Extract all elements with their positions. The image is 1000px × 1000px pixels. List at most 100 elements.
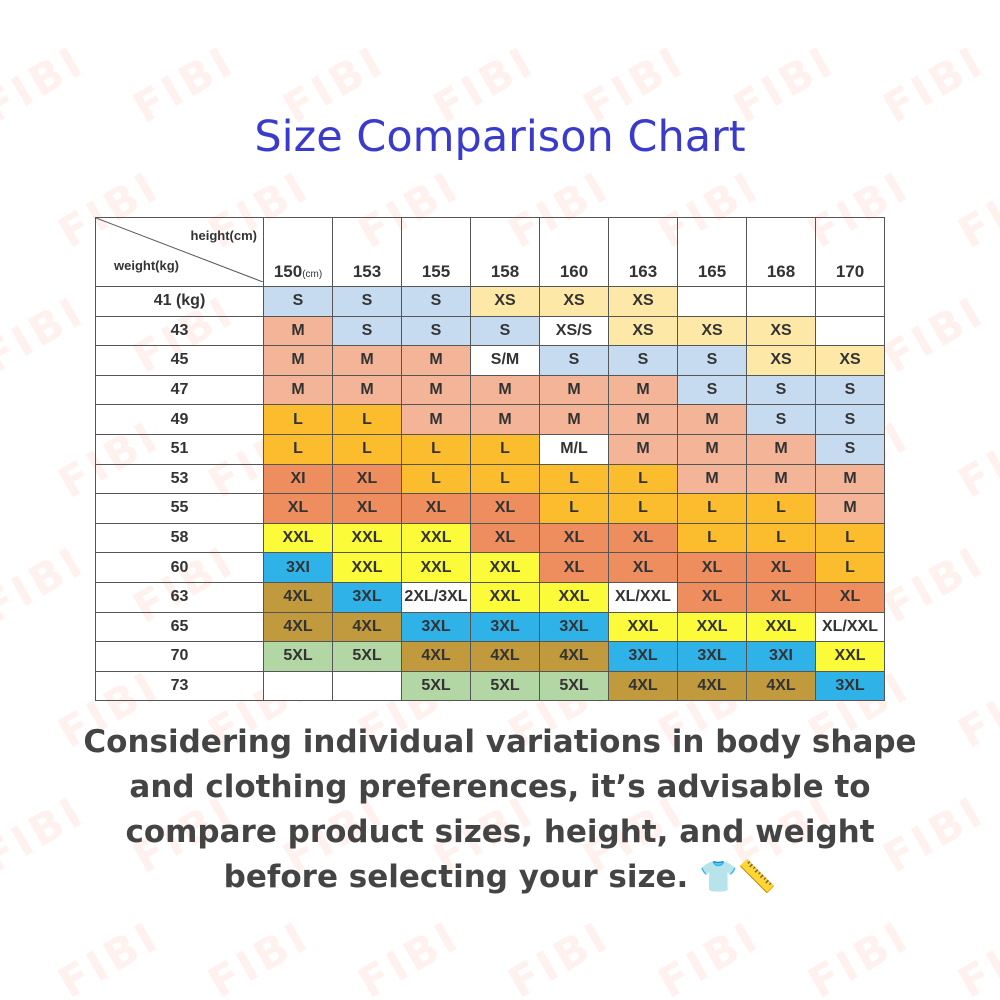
corner-top: height(cm)	[190, 228, 257, 243]
size-cell: M	[539, 404, 609, 435]
size-cell: L	[677, 522, 747, 554]
size-cell: M	[332, 345, 402, 376]
size-cell	[815, 286, 885, 317]
height-header: 160	[539, 217, 609, 287]
size-cell: XXL	[815, 641, 885, 672]
size-cell: XL	[470, 493, 540, 524]
note: Considering individual variations in bod…	[0, 720, 1000, 900]
size-row: 41 (kg) S S S XS XS XS	[95, 286, 885, 317]
watermark: FIBI	[649, 911, 768, 1000]
size-cell: S	[815, 433, 885, 465]
size-cell: L	[746, 493, 816, 524]
size-row: 73 5XL 5XL 5XL 4XL 4XL 4XL 3XL	[95, 670, 885, 702]
size-cell: XL	[815, 581, 885, 613]
height-header: 168	[746, 217, 816, 287]
size-cell: XS	[608, 315, 678, 347]
size-cell: S	[746, 404, 816, 435]
size-cell: 5XL	[332, 641, 402, 672]
size-cell: L	[746, 522, 816, 554]
size-cell: M/L	[539, 433, 609, 465]
size-cell: XL	[332, 463, 402, 495]
size-cell: XL	[539, 552, 609, 583]
watermark: FIBI	[949, 911, 1000, 1000]
size-cell: S	[332, 315, 402, 347]
size-cell: 5XL	[539, 670, 609, 702]
header-row: height(cm) weight(kg) 150(cm) 153 155 158 160 1…	[95, 217, 885, 287]
size-cell: 5XL	[401, 670, 471, 702]
height-unit: (cm)	[302, 269, 323, 280]
size-cell: M	[539, 374, 609, 406]
weight-label: 51	[95, 433, 264, 465]
size-cell: XL	[608, 552, 678, 583]
size-cell: 4XL	[470, 641, 540, 672]
note-line: before selecting your size. 👕📏	[223, 859, 777, 895]
watermark: FIBI	[874, 536, 993, 633]
height-value: 153	[352, 262, 382, 281]
size-cell: 3XL	[470, 611, 540, 643]
size-cell: 4XL	[677, 670, 747, 702]
size-cell: 4XL	[746, 670, 816, 702]
height-value: 158	[490, 262, 520, 281]
weight-label: 70	[95, 641, 264, 672]
size-cell: L	[539, 463, 609, 495]
size-cell: 3XI	[746, 641, 816, 672]
size-cell: XXL	[470, 581, 540, 613]
size-cell: M	[263, 315, 333, 347]
height-header: 158	[470, 217, 540, 287]
size-row: 53 XI XL L L L L M M M	[95, 463, 885, 495]
note-line: compare product sizes, height, and weigh…	[125, 814, 875, 850]
size-cell: XL	[539, 522, 609, 554]
size-cell: M	[332, 374, 402, 406]
size-cell: M	[746, 433, 816, 465]
weight-label: 73	[95, 670, 264, 702]
size-cell: L	[470, 433, 540, 465]
size-cell: 3XI	[263, 552, 333, 583]
watermark: FIBI	[499, 911, 618, 1000]
size-cell: L	[263, 404, 333, 435]
size-cell: S	[539, 345, 609, 376]
weight-label: 53	[95, 463, 264, 495]
size-cell: 4XL	[263, 611, 333, 643]
size-cell: XXL	[677, 611, 747, 643]
corner-cell: height(cm) weight(kg)	[95, 217, 264, 287]
watermark: FIBI	[0, 536, 93, 633]
size-cell: XL	[470, 522, 540, 554]
size-cell: L	[677, 493, 747, 524]
size-cell: L	[401, 433, 471, 465]
size-cell: S	[815, 404, 885, 435]
watermark: FIBI	[949, 411, 1000, 508]
size-cell: XL	[332, 493, 402, 524]
size-cell: M	[815, 463, 885, 495]
size-cell	[332, 670, 402, 702]
size-cell: 3XL	[401, 611, 471, 643]
size-cell: L	[401, 463, 471, 495]
size-cell: XXL	[332, 522, 402, 554]
watermark: FIBI	[874, 286, 993, 383]
size-cell: M	[815, 493, 885, 524]
height-header: 163	[608, 217, 678, 287]
size-cell: XL	[263, 493, 333, 524]
size-cell: M	[401, 345, 471, 376]
size-cell: S	[470, 315, 540, 347]
size-cell: M	[608, 433, 678, 465]
size-cell: S	[401, 286, 471, 317]
size-cell: M	[608, 404, 678, 435]
size-cell: XXL	[608, 611, 678, 643]
size-cell: M	[401, 404, 471, 435]
weight-label: 55	[95, 493, 264, 524]
title: Size Comparison Chart	[254, 112, 746, 162]
size-cell: XS	[746, 315, 816, 347]
note-line: Considering individual variations in bod…	[83, 724, 917, 760]
size-cell: XS	[746, 345, 816, 376]
size-cell: XXL	[401, 522, 471, 554]
size-cell: 4XL	[539, 641, 609, 672]
height-value: 165	[697, 262, 727, 281]
size-cell: L	[815, 522, 885, 554]
height-header: 150(cm)	[263, 217, 333, 287]
size-cell: XL	[746, 581, 816, 613]
size-cell: 4XL	[608, 670, 678, 702]
size-cell: L	[608, 493, 678, 524]
size-cell: XS	[608, 286, 678, 317]
size-cell: S	[332, 286, 402, 317]
size-cell: XL	[401, 493, 471, 524]
